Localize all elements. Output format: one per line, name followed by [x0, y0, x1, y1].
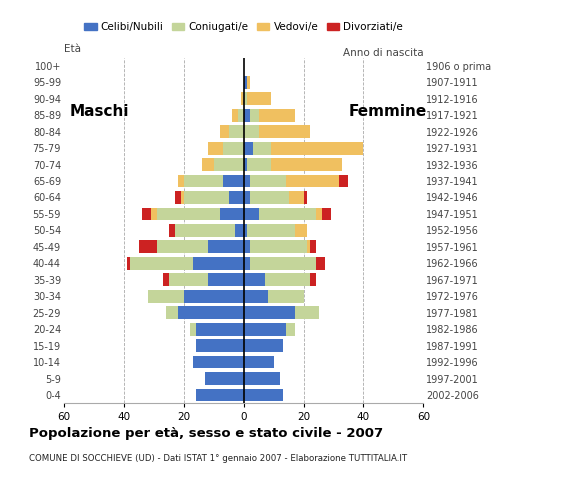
- Bar: [244, 290, 267, 303]
- Bar: [295, 224, 306, 237]
- Bar: [303, 191, 306, 204]
- Text: COMUNE DI SOCCHIEVE (UD) - Dati ISTAT 1° gennaio 2007 - Elaborazione TUTTITALIA.: COMUNE DI SOCCHIEVE (UD) - Dati ISTAT 1°…: [29, 454, 407, 463]
- Bar: [184, 175, 223, 188]
- Bar: [259, 125, 310, 138]
- Bar: [249, 257, 316, 270]
- Bar: [244, 339, 282, 352]
- Bar: [270, 158, 342, 171]
- Bar: [177, 175, 184, 188]
- Bar: [223, 175, 244, 188]
- Text: Anno di nascita: Anno di nascita: [343, 48, 423, 58]
- Bar: [244, 125, 259, 138]
- Bar: [246, 224, 295, 237]
- Bar: [234, 224, 244, 237]
- Bar: [270, 142, 364, 155]
- Bar: [244, 323, 285, 336]
- Bar: [244, 388, 282, 401]
- Bar: [244, 356, 274, 369]
- Bar: [310, 273, 316, 286]
- Bar: [306, 240, 310, 253]
- Bar: [220, 125, 229, 138]
- Bar: [244, 207, 259, 220]
- Bar: [193, 356, 244, 369]
- Bar: [241, 92, 244, 105]
- Bar: [151, 207, 157, 220]
- Bar: [244, 175, 249, 188]
- Bar: [238, 109, 244, 121]
- Bar: [244, 76, 246, 89]
- Bar: [249, 175, 285, 188]
- Bar: [157, 240, 208, 253]
- Bar: [213, 158, 244, 171]
- Bar: [244, 257, 249, 270]
- Bar: [208, 240, 244, 253]
- Bar: [231, 109, 238, 121]
- Bar: [244, 92, 246, 105]
- Bar: [285, 323, 295, 336]
- Bar: [249, 191, 288, 204]
- Bar: [310, 240, 316, 253]
- Bar: [244, 372, 280, 385]
- Bar: [321, 207, 331, 220]
- Bar: [184, 290, 244, 303]
- Bar: [195, 323, 244, 336]
- Bar: [316, 207, 321, 220]
- Bar: [285, 175, 339, 188]
- Bar: [244, 158, 246, 171]
- Bar: [339, 175, 349, 188]
- Bar: [180, 191, 184, 204]
- Bar: [264, 273, 310, 286]
- Text: Femmine: Femmine: [349, 104, 426, 119]
- Bar: [205, 372, 244, 385]
- Bar: [208, 273, 244, 286]
- Bar: [246, 92, 270, 105]
- Bar: [223, 142, 244, 155]
- Bar: [195, 388, 244, 401]
- Bar: [244, 224, 246, 237]
- Bar: [246, 76, 249, 89]
- Bar: [244, 191, 249, 204]
- Bar: [126, 257, 130, 270]
- Bar: [220, 207, 244, 220]
- Bar: [249, 109, 259, 121]
- Legend: Celibi/Nubili, Coniugati/e, Vedovi/e, Divorziati/e: Celibi/Nubili, Coniugati/e, Vedovi/e, Di…: [80, 18, 407, 36]
- Bar: [169, 224, 175, 237]
- Bar: [175, 191, 180, 204]
- Bar: [130, 257, 193, 270]
- Text: Popolazione per età, sesso e stato civile - 2007: Popolazione per età, sesso e stato civil…: [29, 427, 383, 440]
- Bar: [295, 306, 318, 319]
- Bar: [288, 191, 303, 204]
- Bar: [244, 273, 264, 286]
- Bar: [249, 240, 306, 253]
- Bar: [195, 339, 244, 352]
- Text: Maschi: Maschi: [70, 104, 129, 119]
- Bar: [259, 109, 295, 121]
- Bar: [208, 142, 223, 155]
- Bar: [169, 273, 208, 286]
- Bar: [162, 273, 169, 286]
- Bar: [244, 240, 249, 253]
- Bar: [175, 224, 234, 237]
- Bar: [259, 207, 316, 220]
- Bar: [184, 191, 229, 204]
- Bar: [246, 158, 270, 171]
- Bar: [244, 306, 295, 319]
- Bar: [202, 158, 213, 171]
- Bar: [244, 142, 252, 155]
- Bar: [190, 323, 195, 336]
- Bar: [139, 240, 157, 253]
- Bar: [316, 257, 324, 270]
- Bar: [244, 109, 249, 121]
- Bar: [229, 191, 244, 204]
- Bar: [177, 306, 244, 319]
- Bar: [252, 142, 270, 155]
- Bar: [166, 306, 177, 319]
- Bar: [157, 207, 220, 220]
- Bar: [142, 207, 151, 220]
- Text: Età: Età: [64, 44, 81, 54]
- Bar: [193, 257, 244, 270]
- Bar: [148, 290, 184, 303]
- Bar: [267, 290, 303, 303]
- Bar: [229, 125, 244, 138]
